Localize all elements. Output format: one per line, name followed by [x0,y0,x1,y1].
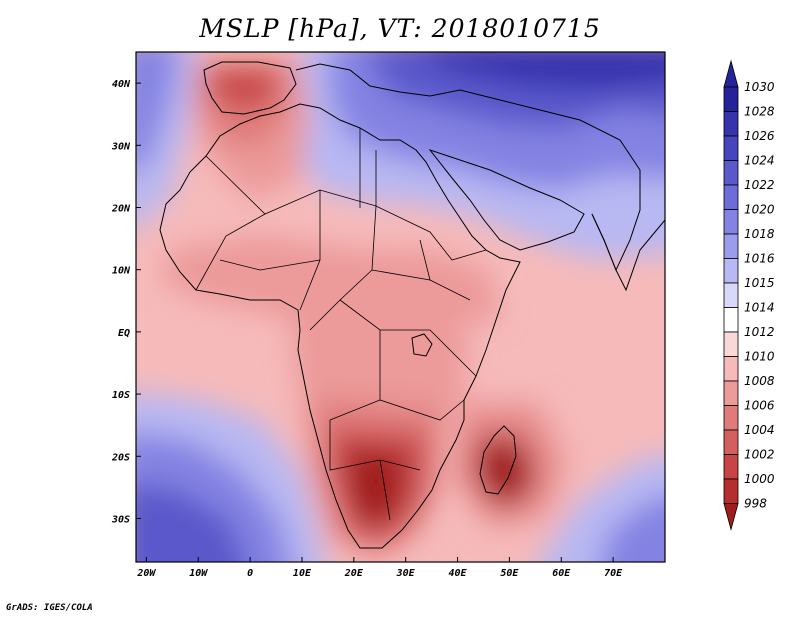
credit-label: GrADS: IGES/COLA [6,603,93,613]
x-tick-label: 60E [552,568,571,579]
colorbar-label: 1002 [744,448,775,462]
colorbar-label: 1012 [744,325,775,339]
y-tick-label: 20N [111,203,131,214]
y-tick-label: 30N [111,141,131,152]
x-tick-label: 70E [604,568,623,579]
pressure-field [136,52,665,562]
high-pressure-indian-ocean-core [600,497,665,562]
colorbar-swatch [723,331,739,357]
colorbar-swatch [723,307,739,333]
country-borders [195,128,487,521]
colorbar-label: 998 [744,497,767,511]
colorbar-swatch [723,429,739,455]
colorbar-swatch [723,258,739,284]
colorbar-label: 1030 [744,80,775,94]
colorbar-swatch [723,356,739,382]
colorbar-swatch [723,209,739,235]
low-pressure-southern-africa-core [345,450,405,530]
colorbar-label: 1015 [744,276,775,290]
y-tick-label: 10N [112,266,131,277]
colorbar-swatch [723,454,739,480]
colorbar-swatch [723,160,739,186]
x-tick-label: 0 [247,568,253,579]
high-pressure-south-atlantic-core [136,482,246,562]
map-title: MSLP [hPa], VT: 2018010715 [199,14,601,43]
latitude-axis: 40N 30N 20N 10N EQ 10S 20S 30S [111,79,141,525]
colorbar-label: 1016 [744,252,775,266]
low-pressure-iberia-core [208,68,275,110]
colorbar-swatch [723,380,739,406]
colorbar-swatch [723,135,739,161]
india-coastline [591,213,665,292]
iberia-coastline [203,61,297,115]
europe-asia-coastline [295,63,641,272]
x-tick-label: 50E [500,568,519,579]
lake-victoria [411,333,433,357]
low-pressure-madagascar-core [475,440,535,505]
colorbar-swatch [723,282,739,308]
y-tick-label: 20S [111,452,130,463]
colorbar-label: 1000 [744,472,775,486]
mslp-map: 20W 10W 0 10E 20E 30E 40E 50E 60E 70E 40N 30N 20N 10… [111,51,775,579]
arabia-coastline [428,148,585,251]
y-tick-label: EQ [118,328,130,339]
y-tick-label: 40N [112,79,131,90]
longitude-axis: 20W 10W 0 10E 20E 30E 40E 50E 60E 70E [136,557,623,579]
colorbar-swatch [723,86,739,112]
colorbar-label: 1014 [744,301,775,315]
colorbar-swatch [723,111,739,137]
high-pressure-asia-max [420,52,665,90]
x-tick-label: 20W [136,568,156,579]
x-tick-label: 40E [449,568,468,579]
colorbar-label: 1028 [744,105,775,119]
colorbar-label: 1022 [744,178,775,192]
colorbar-label: 1018 [744,227,775,241]
colorbar-swatch [723,233,739,259]
x-tick-label: 10E [293,568,312,579]
colorbar-swatch [723,478,739,504]
x-tick-label: 20E [344,568,364,579]
madagascar-coastline [479,425,517,495]
map-frame [135,51,666,563]
colorbar-swatch [723,405,739,431]
colorbar-top-arrow [723,59,739,88]
colorbar-label: 1010 [744,350,775,364]
colorbar-label: 1006 [744,399,775,413]
colorbar-label: 1020 [744,203,775,217]
colorbar-label: 1024 [744,154,775,168]
x-tick-label: 30E [396,568,416,579]
colorbar-swatch [723,184,739,210]
x-tick-label: 10W [189,568,208,579]
y-tick-label: 30S [111,514,130,525]
y-tick-label: 10S [112,390,130,401]
colorbar-label: 1026 [744,129,775,143]
colorbar-label: 1008 [744,374,775,388]
high-pressure-atlantic-core [136,52,178,170]
colorbar: 1030 1028 1026 1024 1022 1020 1018 1016 1015 1014… [723,59,775,532]
colorbar-bottom-arrow [723,503,739,532]
coastlines [159,61,665,549]
africa-coastline [159,103,521,549]
colorbar-label: 1004 [744,423,775,437]
